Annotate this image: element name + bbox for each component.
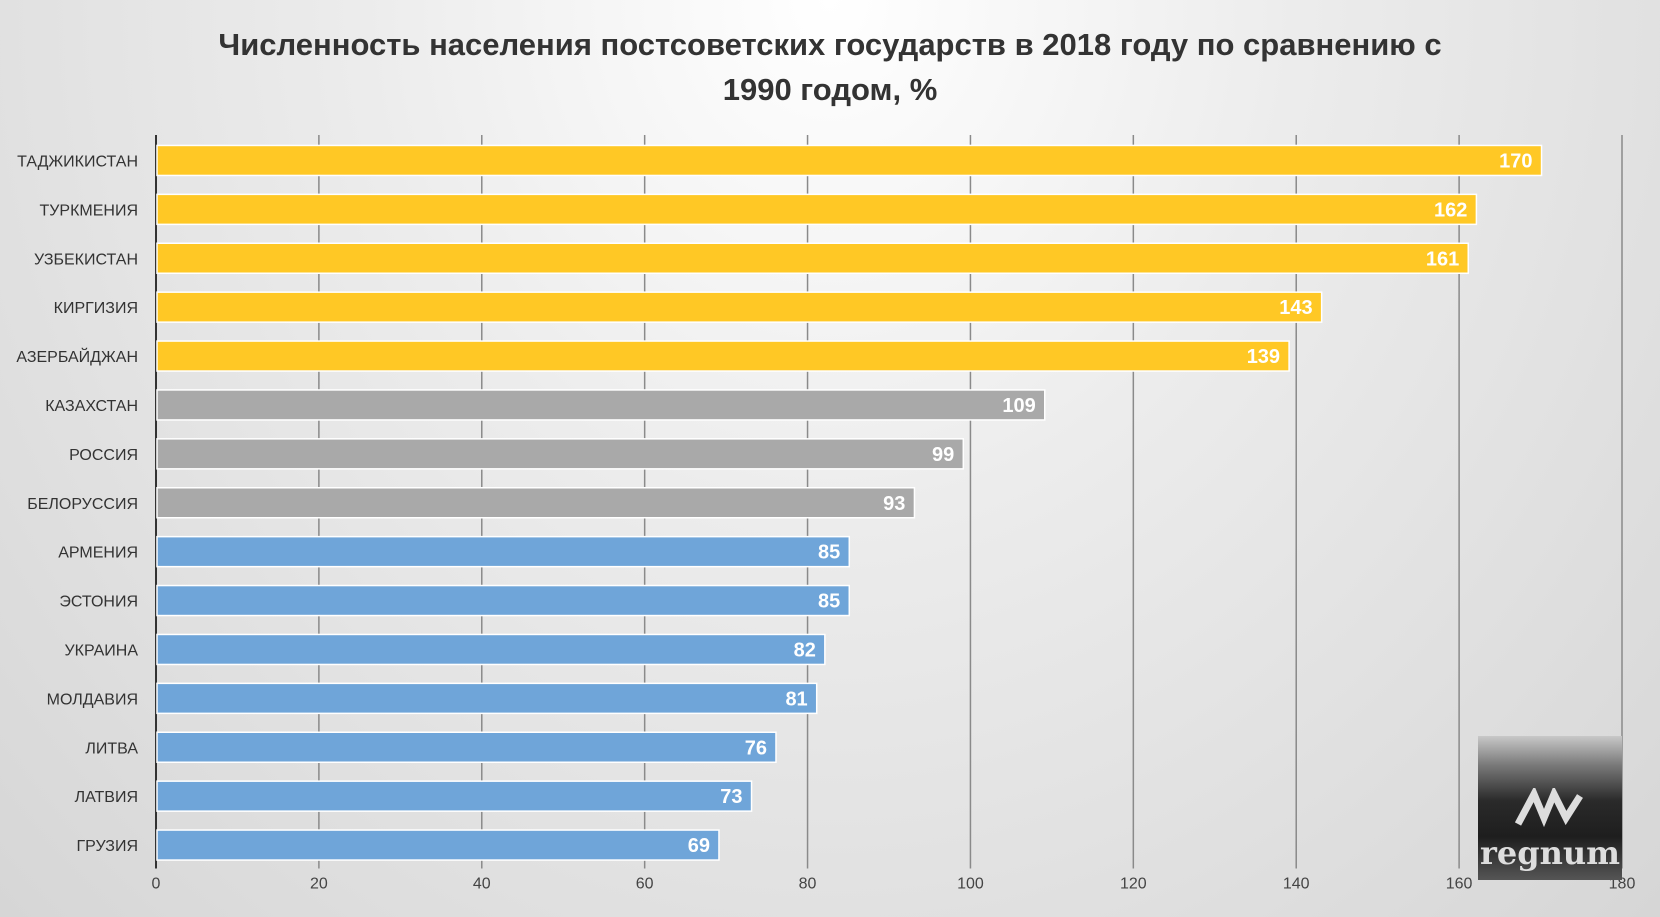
data-label: 161 [1426,248,1459,270]
data-label: 76 [745,737,767,759]
bar [156,242,1470,274]
category-label: КАЗАХСТАН [45,398,138,415]
category-label: РОССИЯ [69,447,138,464]
bar [156,731,777,763]
bar [156,535,851,568]
data-label: 82 [794,639,816,661]
x-tick-label: 160 [1446,876,1473,893]
bar [156,829,720,861]
bar [156,144,1543,177]
category-label: АРМЕНИЯ [58,545,138,562]
category-label: ЛИТВА [85,740,138,757]
data-label: 81 [785,688,807,710]
data-label: 162 [1434,199,1467,221]
data-label: 85 [818,591,840,613]
category-label: УЗБЕКИСТАН [34,251,138,268]
data-label: 93 [883,493,905,515]
category-label: АЗЕРБАЙДЖАН [16,347,138,366]
x-tick-label: 20 [310,876,328,893]
category-label: ТУРКМЕНИЯ [39,202,138,219]
regnum-logo: regnum [1478,736,1622,880]
data-label: 99 [932,444,954,466]
category-label: МОЛДАВИЯ [47,691,138,708]
category-label: ТАДЖИКИСТАН [17,153,138,170]
data-label: 69 [688,835,710,857]
x-tick-label: 0 [152,876,161,893]
bar [156,633,826,666]
bar [156,780,753,812]
x-tick-label: 60 [636,876,654,893]
bar [156,291,1323,323]
category-label: БЕЛОРУССИЯ [27,496,138,513]
bar [156,389,1046,421]
bar [156,193,1478,226]
chart-title: Численность населения постсоветских госу… [218,27,1442,107]
data-label: 143 [1279,297,1312,319]
data-label: 139 [1247,346,1280,368]
x-tick-label: 140 [1283,876,1310,893]
category-label: ЭСТОНИЯ [59,594,138,611]
logo-m-icon [1514,788,1583,828]
category-label: УКРАИНА [65,642,139,659]
category-label: ЛАТВИЯ [75,789,138,806]
data-label: 85 [818,542,840,564]
data-label: 73 [720,786,742,808]
bar [156,682,818,715]
data-label: 170 [1499,150,1532,172]
bar [156,584,851,617]
bar [156,487,916,519]
bar [156,340,1290,372]
category-label: КИРГИЗИЯ [54,300,138,317]
x-tick-label: 120 [1120,876,1147,893]
data-label: 109 [1002,395,1035,417]
category-label: ГРУЗИЯ [76,838,138,855]
x-tick-label: 80 [799,876,817,893]
bar [156,438,965,470]
x-tick-label: 100 [957,876,984,893]
x-tick-label: 40 [473,876,491,893]
